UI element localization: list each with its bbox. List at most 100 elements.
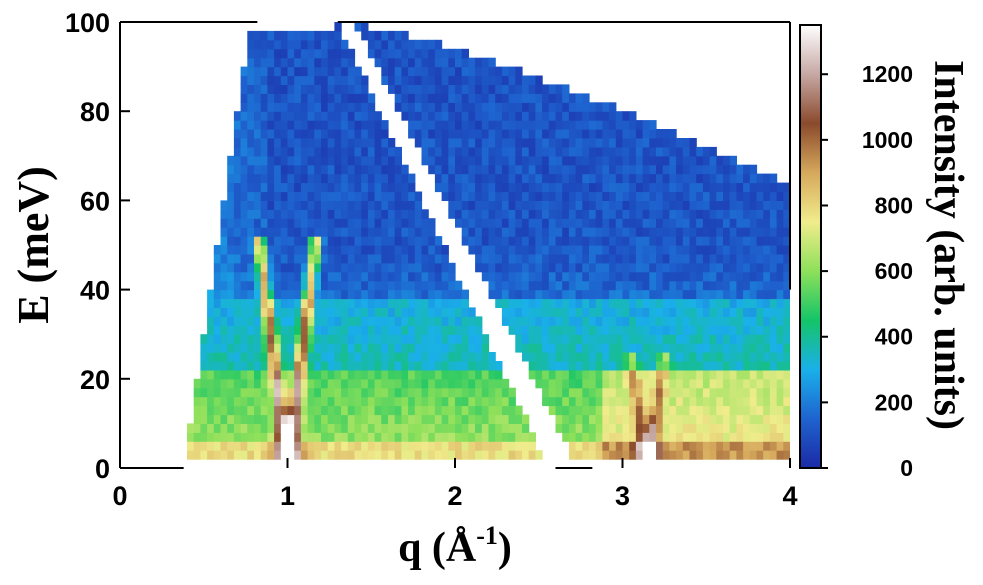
heatmap-cell [589,414,597,424]
heatmap-cell [589,405,597,416]
heatmap-cell [555,227,563,237]
heatmap-cell [394,280,402,291]
heatmap-cell [414,138,423,148]
heatmap-cell [227,325,235,335]
heatmap-cell [193,432,201,442]
heatmap-cell [274,369,282,380]
heatmap-cell [568,289,577,300]
heatmap-cell [642,334,650,344]
heatmap-cell [388,262,396,273]
heatmap-cell [394,84,402,94]
heatmap-cell [428,378,436,389]
heatmap-cell [247,334,255,344]
heatmap-cell [220,298,228,308]
heatmap-cell [649,343,657,353]
heatmap-cell [729,164,737,175]
heatmap-cell [776,441,784,451]
heatmap-cell [575,307,583,317]
heatmap-cell [374,245,382,255]
heatmap-cell [388,57,396,68]
heatmap-cell [542,378,550,389]
heatmap-cell [763,369,771,380]
heatmap-cell [347,236,356,246]
heatmap-cell [488,414,496,424]
heatmap-cell [702,209,711,219]
heatmap-cell [475,378,483,389]
heatmap-cell [649,227,657,237]
heatmap-cell [769,182,778,193]
heatmap-cell [475,414,483,424]
heatmap-cell [300,316,309,326]
heatmap-cell [642,307,650,317]
heatmap-cell [227,423,235,433]
heatmap-cell [367,414,376,424]
heatmap-cell [522,93,530,103]
heatmap-cell [441,262,449,273]
heatmap-cell [535,245,543,255]
heatmap-cell [542,93,550,103]
heatmap-cell [555,93,563,103]
heatmap-cell [629,325,637,335]
heatmap-cell [582,138,590,148]
heatmap-cell [321,423,329,433]
heatmap-cell [294,48,302,59]
heatmap-cell [233,289,242,300]
heatmap-cell [716,164,724,175]
heatmap-cell [602,378,610,389]
heatmap-cell [354,22,362,32]
heatmap-cell [501,75,510,85]
heatmap-cell [575,343,583,353]
heatmap-cell [488,75,496,85]
heatmap-cell [568,271,577,282]
x-axis-title-suffix: ) [498,525,512,571]
heatmap-cell [260,155,268,166]
heatmap-cell [254,245,262,255]
heatmap-cell [334,84,342,94]
heatmap-cell [414,396,423,407]
heatmap-cell [689,343,697,353]
heatmap-cell [776,200,784,210]
heatmap-cell [327,236,335,246]
heatmap-cell [709,146,717,157]
heatmap-cell [676,432,684,442]
heatmap-cell [729,271,737,282]
heatmap-cell [528,343,536,353]
heatmap-cell [501,289,510,300]
heatmap-cell [455,102,463,112]
heatmap-cell [481,245,490,255]
heatmap-cell [548,111,557,121]
heatmap-cell [515,298,523,308]
heatmap-cell [414,57,423,68]
heatmap-cell [582,129,590,139]
heatmap-cell [656,236,664,246]
heatmap-cell [361,298,369,308]
heatmap-cell [401,361,409,371]
heatmap-cell [408,432,416,442]
heatmap-cell [629,369,637,380]
heatmap-cell [749,414,758,424]
heatmap-cell [783,369,790,380]
heatmap-cell [649,387,657,398]
heatmap-cell [314,441,322,451]
heatmap-cell [321,138,329,148]
heatmap-cell [260,316,268,326]
heatmap-cell [260,191,268,201]
heatmap-cell [468,441,476,451]
heatmap-cell [783,280,790,291]
heatmap-cell [374,343,382,353]
heatmap-cell [414,387,423,398]
heatmap-cell [575,102,583,112]
heatmap-cell [254,57,262,68]
heatmap-cell [481,120,490,130]
heatmap-cell [669,352,677,362]
heatmap-cell [314,236,322,246]
heatmap-cell [233,432,242,442]
heatmap-cell [267,343,275,353]
heatmap-cell [515,262,523,273]
heatmap-cell [609,129,617,139]
heatmap-cell [508,120,516,130]
heatmap-cell [682,146,691,157]
heatmap-cell [448,405,456,416]
heatmap-cell [676,450,684,460]
heatmap-cell [307,387,315,398]
